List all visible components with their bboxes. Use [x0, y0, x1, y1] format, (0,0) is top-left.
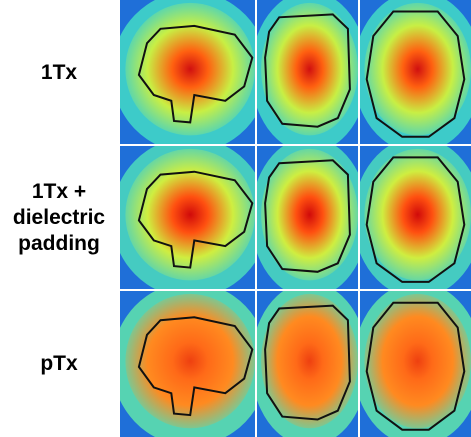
map-panel-1tx-coronal: [257, 0, 358, 144]
brain-contour: [137, 316, 254, 417]
map-panel-ptx-coronal: [257, 291, 358, 437]
brain-contour: [137, 170, 254, 269]
row-label-1tx: 1Tx: [0, 0, 118, 145]
brain-contour: [264, 13, 351, 128]
row-label-line: padding: [18, 231, 100, 255]
map-panel-1tx-sagittal: [120, 0, 255, 144]
row-label-1tx-dielectric: 1Tx + dielectric padding: [0, 145, 118, 290]
map-panel-1tx-axial: [360, 0, 471, 144]
row-label-line: pTx: [40, 351, 78, 375]
row-label-line: dielectric: [12, 205, 106, 229]
row-label-line: 1Tx: [40, 60, 78, 84]
brain-contour: [365, 301, 466, 431]
row-label-ptx: pTx: [0, 290, 118, 437]
map-panel-ptx-sagittal: [120, 291, 255, 437]
brain-contour: [137, 24, 254, 124]
map-panel-1tx-dielectric-coronal: [257, 146, 358, 289]
map-panel-1tx-dielectric-axial: [360, 146, 471, 289]
map-panel-1tx-dielectric-sagittal: [120, 146, 255, 289]
map-panel-ptx-axial: [360, 291, 471, 437]
row-label-line: 1Tx +: [31, 179, 87, 203]
brain-contour: [264, 159, 351, 273]
brain-contour: [264, 304, 351, 421]
brain-contour: [365, 10, 466, 138]
brain-contour: [365, 156, 466, 283]
